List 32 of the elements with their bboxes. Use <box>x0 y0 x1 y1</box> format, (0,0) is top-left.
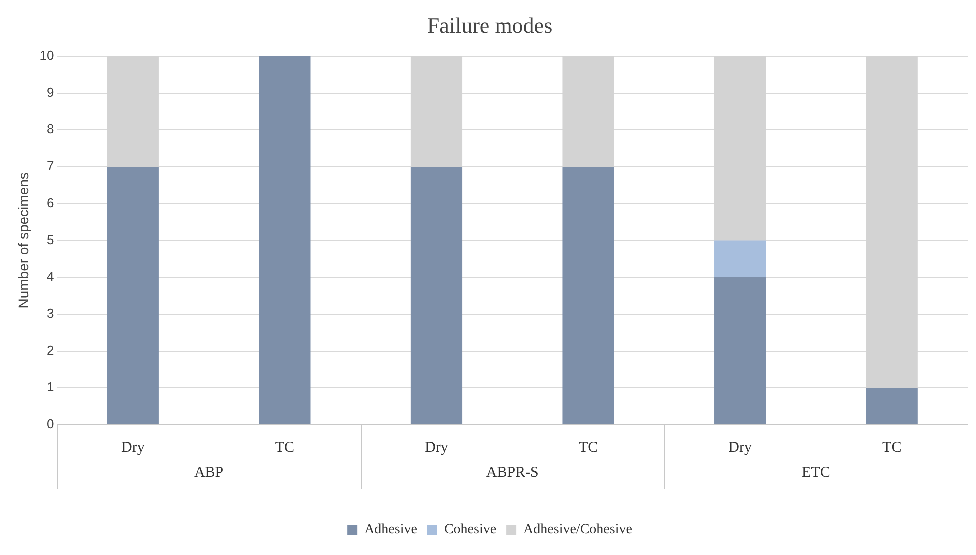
y-tick-label: 6 <box>47 195 54 210</box>
y-tick-label: 1 <box>47 380 54 395</box>
y-tick-label: 7 <box>47 158 54 174</box>
y-tick-label: 3 <box>47 306 54 321</box>
y-tick-label: 9 <box>47 84 54 100</box>
y-tick-label: 2 <box>47 342 54 358</box>
y-tick-label: 8 <box>47 122 54 137</box>
text: ABPR-S <box>486 464 539 481</box>
chart-title: Failure modes <box>427 12 553 38</box>
y-tick-label: 10 <box>40 48 54 63</box>
x-tick-label: Dry <box>728 440 752 456</box>
legend-label: Cohesive <box>444 522 497 538</box>
text: ABP <box>194 464 224 481</box>
bar <box>410 166 463 424</box>
bar <box>714 240 766 278</box>
x-tick-label: Dry <box>425 440 449 456</box>
legend-label: Adhesive/Cohesive <box>524 522 632 538</box>
bar <box>714 278 766 424</box>
bar <box>866 388 918 424</box>
bar <box>562 166 614 424</box>
bar <box>107 166 159 424</box>
legend-label: Adhesive <box>364 522 418 538</box>
y-axis-title: Number of specimens <box>15 172 32 309</box>
x-tick-label: Dry <box>121 440 146 456</box>
y-tick-label: 4 <box>47 269 54 284</box>
y-tick-label: 0 <box>47 416 54 432</box>
x-tick-label: TC <box>578 440 598 456</box>
text: ETC <box>802 464 830 481</box>
bar <box>259 56 311 424</box>
y-tick-label: 5 <box>47 232 54 248</box>
x-tick-label: TC <box>882 440 902 456</box>
x-tick-label: TC <box>275 440 295 456</box>
